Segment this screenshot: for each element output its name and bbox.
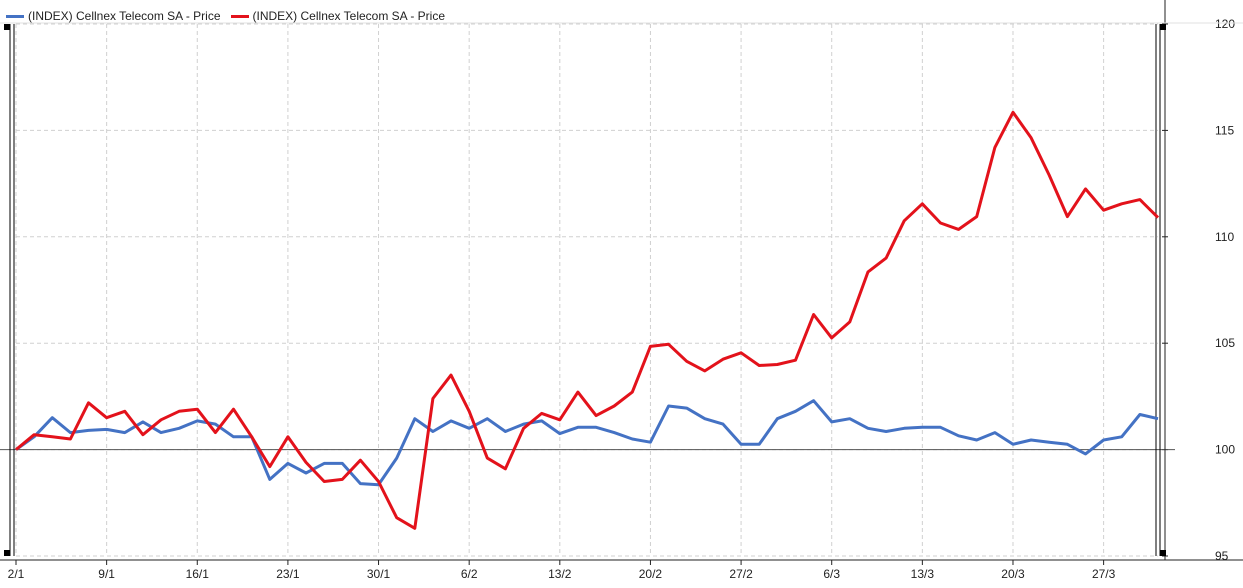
- left-handle-knob: [4, 550, 10, 556]
- y-tick-label: 115: [1215, 123, 1234, 137]
- x-tick-label: 27/2: [729, 567, 753, 581]
- x-tick-label: 20/2: [639, 567, 663, 581]
- x-tick-label: 23/1: [276, 567, 300, 581]
- right-handle-knob: [1160, 24, 1166, 30]
- right-handle-knob: [1160, 550, 1166, 556]
- legend-item-series-1: (INDEX) Cellnex Telecom SA - Price: [6, 9, 221, 23]
- chart-legend: (INDEX) Cellnex Telecom SA - Price (INDE…: [6, 9, 445, 23]
- x-tick-label: 6/2: [461, 567, 478, 581]
- y-tick-label: 95: [1215, 549, 1229, 563]
- left-handle-knob: [4, 24, 10, 30]
- series-line-1: [15, 399, 1159, 487]
- legend-label-2: (INDEX) Cellnex Telecom SA - Price: [252, 9, 446, 23]
- x-tick-label: 9/1: [98, 567, 115, 581]
- x-tick-label: 27/3: [1092, 567, 1116, 581]
- x-tick-label: 30/1: [367, 567, 391, 581]
- legend-item-series-2: (INDEX) Cellnex Telecom SA - Price: [230, 9, 446, 23]
- y-tick-label: 120: [1215, 17, 1235, 31]
- x-tick-label: 6/3: [823, 567, 840, 581]
- legend-label-1: (INDEX) Cellnex Telecom SA - Price: [28, 9, 221, 23]
- y-tick-label: 110: [1215, 230, 1234, 244]
- legend-swatch-1: [6, 14, 24, 18]
- series-line-2: [15, 110, 1160, 530]
- x-tick-label: 20/3: [1001, 567, 1025, 581]
- x-tick-label: 13/2: [548, 567, 572, 581]
- x-tick-label: 16/1: [186, 567, 210, 581]
- x-tick-label: 2/1: [8, 567, 25, 581]
- legend-swatch-2: [230, 14, 249, 18]
- x-tick-label: 13/3: [911, 567, 935, 581]
- y-tick-label: 105: [1215, 336, 1235, 350]
- y-tick-label: 100: [1215, 443, 1235, 457]
